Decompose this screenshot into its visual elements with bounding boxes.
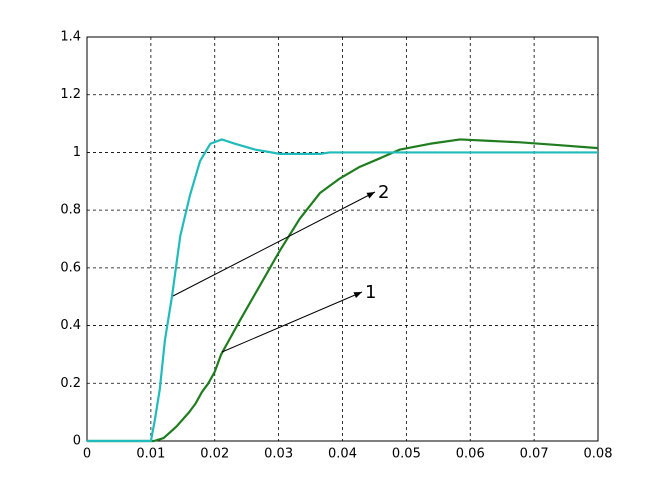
- x-tick-label: 0.04: [328, 447, 357, 462]
- y-tick-label: 1: [73, 145, 81, 160]
- annotation-label: 2: [378, 182, 389, 203]
- annotation-arrow: [221, 291, 363, 353]
- x-tick-label: 0: [83, 447, 91, 462]
- annotation-arrow: [172, 191, 376, 297]
- x-tick-label: 0.06: [456, 447, 485, 462]
- y-tick-label: 1.4: [60, 30, 81, 45]
- series-line: [87, 138, 598, 443]
- y-tick-label: 0.2: [60, 376, 81, 391]
- x-tick-label: 0.05: [392, 447, 421, 462]
- x-tick-label: 0.03: [264, 447, 293, 462]
- x-tick-label: 0.08: [584, 447, 613, 462]
- x-tick-label: 0.01: [136, 447, 165, 462]
- y-tick-label: 0.4: [60, 318, 81, 333]
- y-tick-label: 0: [73, 434, 81, 449]
- plot-frame: [86, 36, 599, 442]
- x-tick-label: 0.02: [200, 447, 229, 462]
- x-tick-label: 0.07: [520, 447, 549, 462]
- annotation-label: 1: [365, 282, 376, 303]
- y-tick-label: 0.8: [60, 203, 81, 218]
- y-tick-label: 0.6: [60, 260, 81, 275]
- y-tick-label: 1.2: [60, 87, 81, 102]
- series-line: [87, 138, 599, 443]
